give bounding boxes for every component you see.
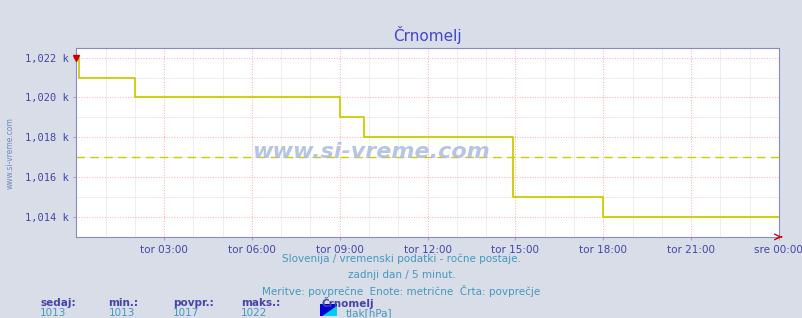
Text: zadnji dan / 5 minut.: zadnji dan / 5 minut.	[347, 270, 455, 280]
Polygon shape	[319, 304, 337, 316]
Text: 1022: 1022	[241, 308, 267, 318]
Text: Slovenija / vremenski podatki - ročne postaje.: Slovenija / vremenski podatki - ročne po…	[282, 254, 520, 265]
Text: sedaj:: sedaj:	[40, 298, 75, 308]
Text: www.si-vreme.com: www.si-vreme.com	[6, 117, 15, 189]
Text: 1013: 1013	[40, 308, 67, 318]
Text: www.si-vreme.com: www.si-vreme.com	[252, 142, 490, 162]
Title: Črnomelj: Črnomelj	[393, 26, 461, 44]
Text: Meritve: povprečne  Enote: metrične  Črta: povprečje: Meritve: povprečne Enote: metrične Črta:…	[262, 285, 540, 297]
Text: maks.:: maks.:	[241, 298, 280, 308]
Text: povpr.:: povpr.:	[172, 298, 213, 308]
Polygon shape	[319, 304, 337, 316]
Text: Črnomelj: Črnomelj	[321, 297, 374, 309]
Text: 1017: 1017	[172, 308, 199, 318]
Text: tlak[hPa]: tlak[hPa]	[345, 308, 391, 318]
Text: min.:: min.:	[108, 298, 138, 308]
Text: 1013: 1013	[108, 308, 135, 318]
